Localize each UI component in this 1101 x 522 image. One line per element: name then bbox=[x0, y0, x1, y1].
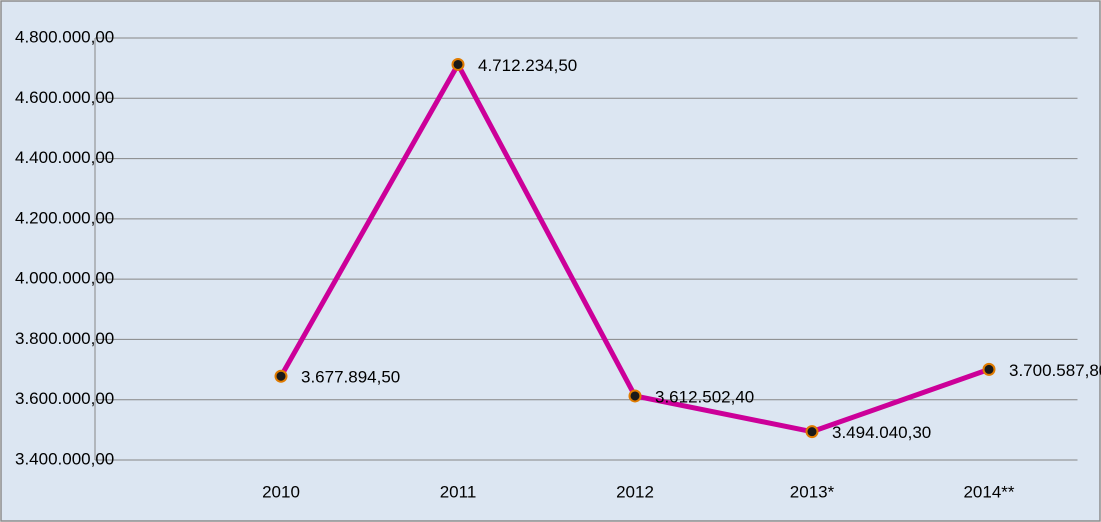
marker bbox=[982, 362, 996, 376]
y-tick-label: 4.600.000,00 bbox=[15, 88, 114, 107]
data-label: 4.712.234,50 bbox=[478, 56, 577, 75]
y-tick-label: 3.400.000,00 bbox=[15, 449, 114, 468]
data-label: 3.494.040,30 bbox=[832, 423, 931, 442]
marker bbox=[628, 389, 642, 403]
y-tick-label: 3.600.000,00 bbox=[15, 389, 114, 408]
data-label: 3.612.502,40 bbox=[655, 387, 754, 406]
y-tick-label: 3.800.000,00 bbox=[15, 329, 114, 348]
x-tick-label: 2014** bbox=[963, 482, 1014, 501]
data-label: 3.677.894,50 bbox=[301, 368, 400, 387]
marker bbox=[274, 369, 288, 383]
y-tick-label: 4.800.000,00 bbox=[15, 27, 114, 46]
y-tick-label: 4.200.000,00 bbox=[15, 208, 114, 227]
x-tick-label: 2011 bbox=[440, 482, 477, 501]
x-tick-label: 2012 bbox=[616, 482, 654, 501]
y-tick-label: 4.000.000,00 bbox=[15, 269, 114, 288]
marker bbox=[451, 57, 465, 71]
x-tick-label: 2010 bbox=[262, 482, 300, 501]
data-label: 3.700.587,80 bbox=[1009, 361, 1101, 380]
y-tick-label: 4.400.000,00 bbox=[15, 148, 114, 167]
marker bbox=[805, 425, 819, 439]
x-tick-label: 2013* bbox=[790, 482, 835, 501]
